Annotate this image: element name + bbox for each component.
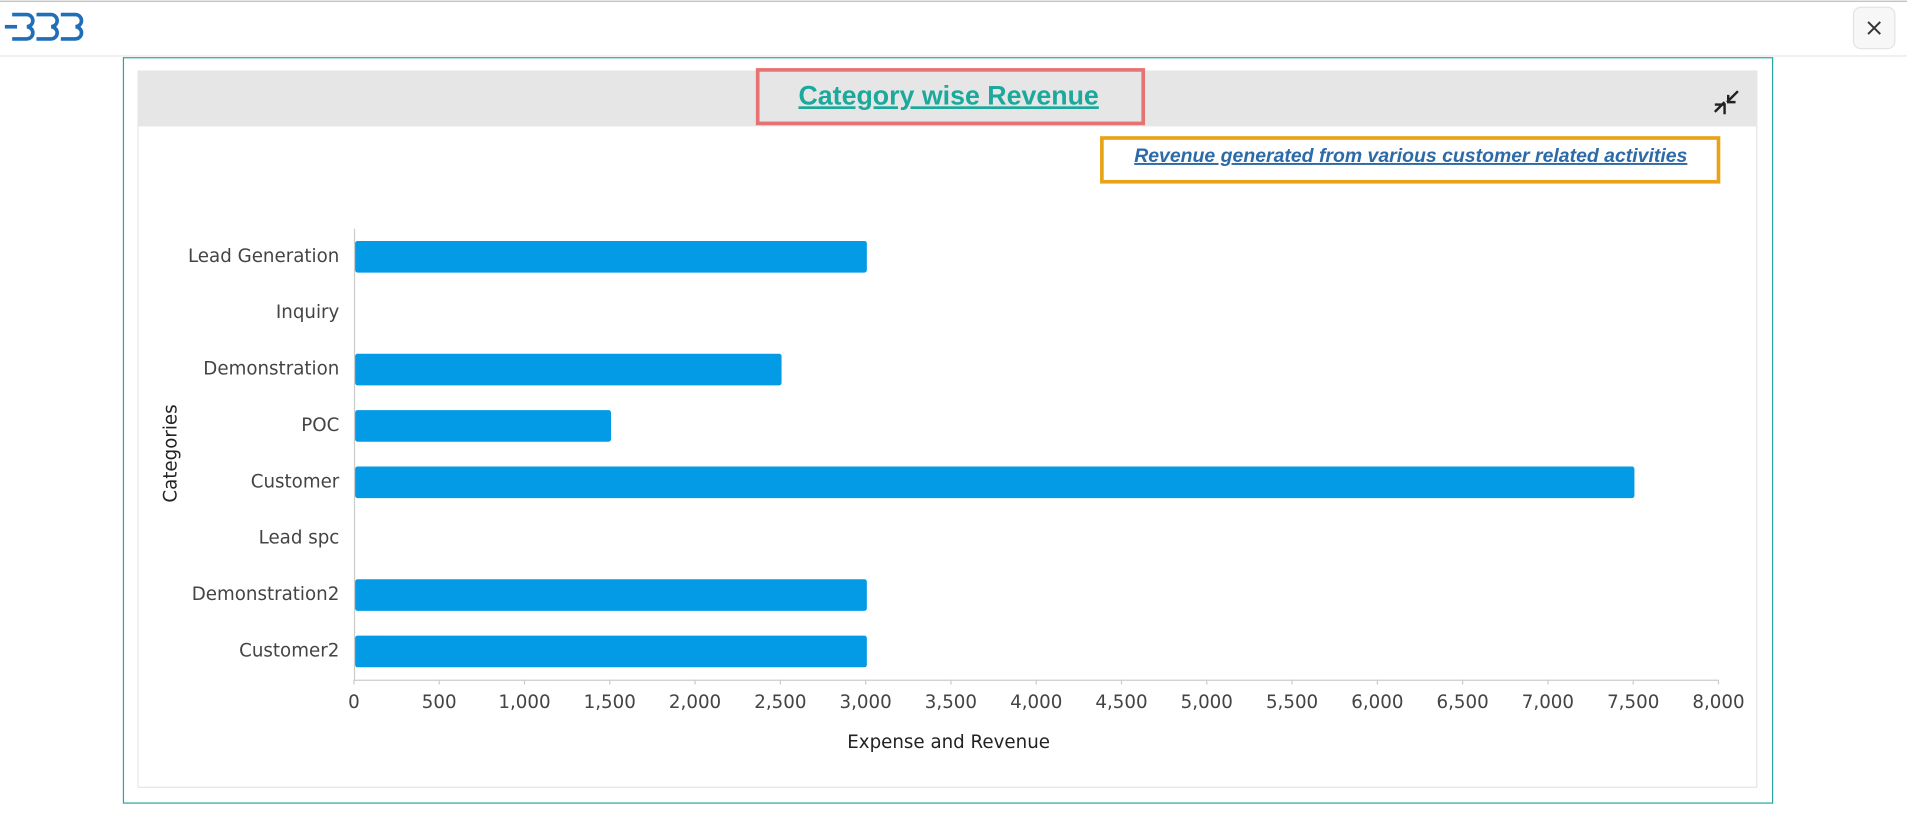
x-tick-label: 0 [348,692,360,713]
bar [355,353,782,386]
bar [355,579,867,611]
x-tick-label: 4,500 [1095,692,1147,713]
x-tick-label: 2,500 [754,692,806,713]
y-tick-label: Demonstration2 [192,584,340,605]
chart-subtitle: Revenue generated from various customer … [1134,145,1687,167]
bar [355,410,611,442]
chart-title: Category wise Revenue [798,80,1098,110]
x-tick-label: 5,000 [1181,692,1233,713]
y-axis-label: Categories [160,404,181,502]
x-tick-label: 3,000 [840,692,892,713]
close-icon [1867,21,1881,35]
bar [355,240,867,273]
y-tick-label: Customer [251,471,340,492]
x-tick-label: 1,000 [498,692,550,713]
x-axis-label: Expense and Revenue [847,732,1050,753]
x-tick-label: 5,500 [1266,692,1318,713]
x-tick-label: 6,500 [1437,692,1489,713]
bar [355,466,1635,499]
title-highlight [755,68,1146,126]
y-tick-label: POC [301,415,339,436]
y-tick-label: Lead Generation [188,246,339,267]
bar [355,635,867,668]
x-tick-label: 3,500 [925,692,977,713]
x-tick-label: 7,500 [1607,692,1659,713]
header [0,0,1907,56]
subtitle-highlight [1100,136,1721,184]
x-tick-label: 2,000 [669,692,721,713]
x-tick-label: 500 [422,692,457,713]
y-tick-label: Demonstration [203,359,339,380]
logo [4,12,84,41]
x-tick-label: 7,000 [1522,692,1574,713]
chart-area [138,126,1757,787]
x-tick-label: 6,000 [1351,692,1403,713]
x-tick-label: 1,500 [584,692,636,713]
minimize-icon[interactable] [1713,90,1739,115]
y-tick-label: Customer2 [239,640,339,661]
x-tick-label: 8,000 [1692,692,1744,713]
y-tick-label: Lead spc [259,528,340,549]
x-tick-label: 4,000 [1010,692,1062,713]
y-tick-label: Inquiry [276,302,340,323]
